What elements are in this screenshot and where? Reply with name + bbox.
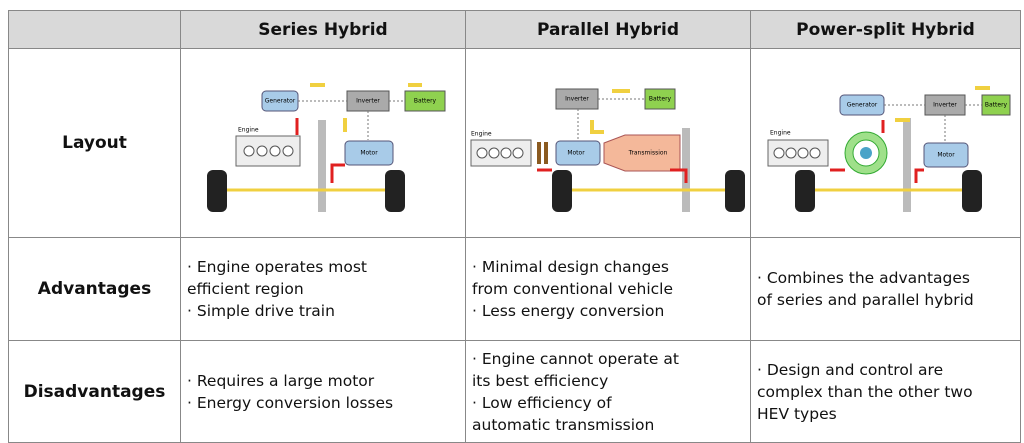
power-split-diagram: Generator Inverter Battery Engine Motor xyxy=(767,86,1011,212)
series-diagram: Generator Inverter Battery Engine Motor xyxy=(207,83,446,212)
row-header: Layout xyxy=(9,49,181,238)
diagram-label: Generator xyxy=(265,98,296,105)
diagram-label: Motor xyxy=(360,150,378,157)
cell-line: automatic transmission xyxy=(472,415,655,434)
cell-line: · Design and control are xyxy=(757,360,944,379)
diagram-label: Inverter xyxy=(933,102,957,109)
diagram-label: Battery xyxy=(414,98,437,105)
cell-line: · Engine operates most xyxy=(187,258,367,276)
cell-line: HEV types xyxy=(757,404,837,423)
column-title: Power-split Hybrid xyxy=(796,19,975,40)
cell-line: · Requires a large motor xyxy=(187,371,375,390)
diagram-label: Engine xyxy=(770,130,791,137)
comparison-table: Series Hybrid Parallel Hybrid Power-split … xyxy=(8,10,1021,443)
diagram-label: Transmission xyxy=(628,150,668,157)
text-cell: · Engine operates most efficient region · … xyxy=(181,238,466,341)
diagram-label: Motor xyxy=(567,150,585,157)
text-cell: · Minimal design changes from conventiona… xyxy=(466,238,751,341)
diagram-label: Motor xyxy=(937,152,955,159)
column-title: Series Hybrid xyxy=(258,19,388,40)
column-header: Power-split Hybrid xyxy=(751,11,1021,49)
cell-line: · Low efficiency of xyxy=(472,393,612,412)
cell-line: efficient region xyxy=(187,280,304,298)
text-cell: · Engine cannot operate at its best effic… xyxy=(466,341,751,443)
cell-line: · Minimal design changes xyxy=(472,258,669,276)
diagram-label: Inverter xyxy=(565,96,589,103)
row-header: Advantages xyxy=(9,238,181,341)
parallel-diagram: Inverter Battery Engine Motor Transmissi… xyxy=(470,88,745,212)
column-title: Parallel Hybrid xyxy=(536,19,680,40)
text-cell: · Design and control are complex than the… xyxy=(751,341,1021,443)
cell-line: complex than the other two xyxy=(757,382,973,401)
diagram-label: Battery xyxy=(649,96,672,103)
cell-line: · Simple drive train xyxy=(187,302,335,320)
cell-line: of series and parallel hybrid xyxy=(757,291,974,309)
cell-line: · Combines the advantages xyxy=(757,269,970,287)
cell-line: · Energy conversion losses xyxy=(187,393,394,412)
corner-cell xyxy=(9,11,181,49)
cell-line: its best efficiency xyxy=(472,371,609,390)
cell-line: from conventional vehicle xyxy=(472,280,673,298)
row-title: Layout xyxy=(62,133,127,153)
column-header: Parallel Hybrid xyxy=(466,11,751,49)
row-title: Advantages xyxy=(37,279,152,299)
diagram-label: Generator xyxy=(847,102,878,109)
diagram-label: Battery xyxy=(985,102,1008,109)
diagram-label: Engine xyxy=(238,127,259,134)
row-title: Disadvantages xyxy=(23,381,166,402)
diagram-cell xyxy=(751,49,1021,238)
text-cell: · Combines the advantages of series and p… xyxy=(751,238,1021,341)
diagram-label: Inverter xyxy=(356,98,380,105)
diagram-label: Engine xyxy=(471,131,492,138)
cell-line: · Engine cannot operate at xyxy=(472,349,679,368)
cell-line: · Less energy conversion xyxy=(472,302,665,320)
diagram-cell xyxy=(466,49,751,238)
diagram-cell xyxy=(181,49,466,238)
column-header: Series Hybrid xyxy=(181,11,466,49)
